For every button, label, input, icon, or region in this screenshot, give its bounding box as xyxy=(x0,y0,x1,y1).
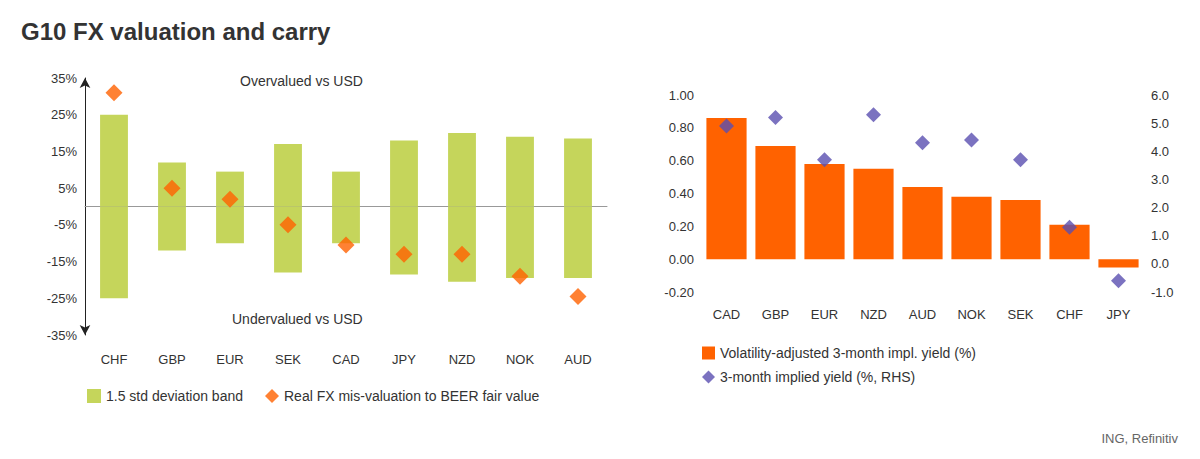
svg-text:-25%: -25% xyxy=(47,291,78,306)
svg-text:NZD: NZD xyxy=(860,307,887,322)
svg-text:SEK: SEK xyxy=(275,352,301,367)
svg-text:1.0: 1.0 xyxy=(1151,228,1169,243)
svg-text:CHF: CHF xyxy=(101,352,128,367)
svg-text:3.0: 3.0 xyxy=(1151,172,1169,187)
svg-text:GBP: GBP xyxy=(762,307,789,322)
svg-text:-15%: -15% xyxy=(47,254,78,269)
svg-text:Undervalued vs USD: Undervalued vs USD xyxy=(232,311,363,327)
svg-text:AUD: AUD xyxy=(909,307,936,322)
svg-text:JPY: JPY xyxy=(1107,307,1131,322)
svg-text:15%: 15% xyxy=(51,144,77,159)
svg-text:AUD: AUD xyxy=(564,352,591,367)
svg-text:1.5 std deviation band: 1.5 std deviation band xyxy=(106,388,243,404)
svg-text:3-month implied yield (%, RHS): 3-month implied yield (%, RHS) xyxy=(720,369,915,385)
svg-text:2.0: 2.0 xyxy=(1151,200,1169,215)
svg-text:5%: 5% xyxy=(58,181,77,196)
svg-text:-35%: -35% xyxy=(47,328,78,343)
svg-text:0.60: 0.60 xyxy=(669,153,694,168)
svg-text:0.20: 0.20 xyxy=(669,219,694,234)
svg-text:JPY: JPY xyxy=(392,352,416,367)
svg-text:CAD: CAD xyxy=(713,307,740,322)
svg-text:ING, Refinitiv: ING, Refinitiv xyxy=(1101,431,1178,446)
svg-text:0.00: 0.00 xyxy=(669,252,694,267)
svg-text:CAD: CAD xyxy=(332,352,359,367)
svg-text:Overvalued vs USD: Overvalued vs USD xyxy=(240,73,363,89)
svg-text:NZD: NZD xyxy=(449,352,476,367)
svg-text:GBP: GBP xyxy=(158,352,185,367)
svg-text:CHF: CHF xyxy=(1056,307,1083,322)
svg-text:NOK: NOK xyxy=(506,352,535,367)
svg-text:NOK: NOK xyxy=(957,307,986,322)
svg-text:EUR: EUR xyxy=(811,307,838,322)
svg-text:-0.20: -0.20 xyxy=(664,285,694,300)
svg-text:0.0: 0.0 xyxy=(1151,256,1169,271)
svg-text:0.80: 0.80 xyxy=(669,120,694,135)
svg-text:EUR: EUR xyxy=(216,352,243,367)
svg-text:4.0: 4.0 xyxy=(1151,144,1169,159)
svg-text:Volatility-adjusted 3-month im: Volatility-adjusted 3-month impl. yield … xyxy=(720,345,976,361)
svg-text:6.0: 6.0 xyxy=(1151,88,1169,103)
svg-text:SEK: SEK xyxy=(1007,307,1033,322)
svg-text:G10 FX valuation and carry: G10 FX valuation and carry xyxy=(21,18,331,45)
svg-text:1.00: 1.00 xyxy=(669,88,694,103)
svg-text:-5%: -5% xyxy=(54,217,78,232)
svg-text:-1.0: -1.0 xyxy=(1151,285,1173,300)
svg-text:Real FX mis-valuation to BEER: Real FX mis-valuation to BEER fair value xyxy=(284,388,539,404)
svg-text:5.0: 5.0 xyxy=(1151,116,1169,131)
svg-text:25%: 25% xyxy=(51,107,77,122)
svg-text:0.40: 0.40 xyxy=(669,186,694,201)
svg-text:35%: 35% xyxy=(51,71,77,86)
